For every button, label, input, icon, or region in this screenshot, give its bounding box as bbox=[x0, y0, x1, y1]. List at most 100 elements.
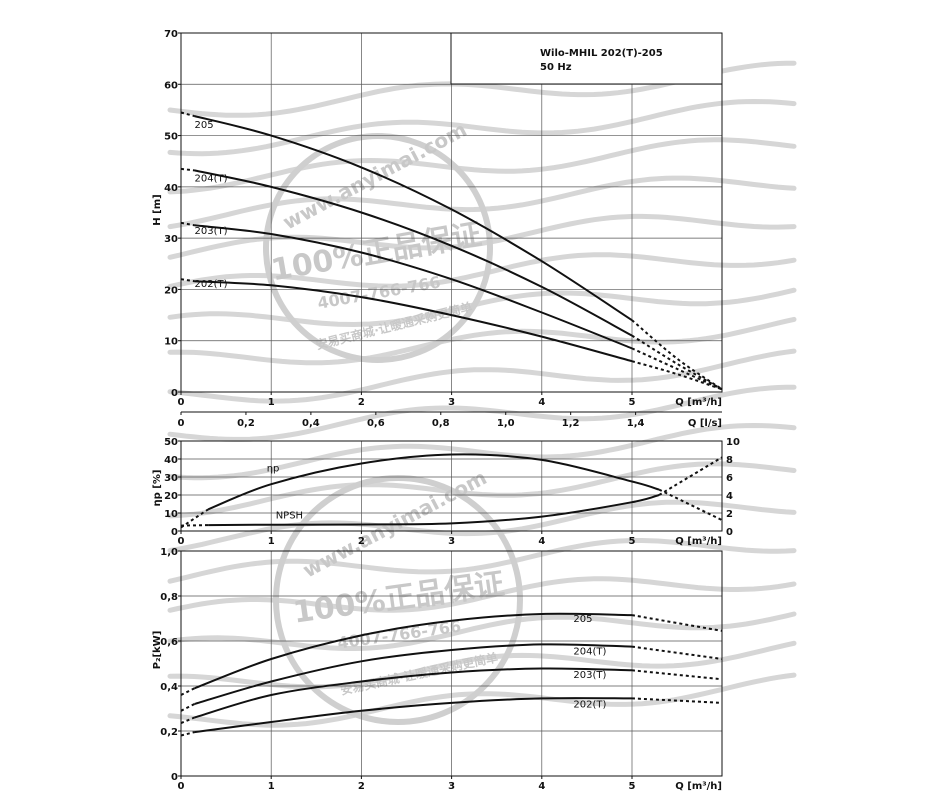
efficiency-xtick-label: 3 bbox=[448, 536, 455, 547]
power-xtick-label: 2 bbox=[358, 781, 365, 792]
head-series-202t-start-dashed bbox=[180, 278, 195, 283]
head-series-203t-label: 203(T) bbox=[195, 226, 228, 237]
power-series-205: 205 bbox=[180, 612, 723, 696]
efficiency-y2tick-label: 8 bbox=[726, 455, 733, 466]
power-series-204t-end-dashed bbox=[631, 645, 723, 660]
efficiency-npsh-chart: 0 1 2 3 4 5 Q [m³/h] 0 10 20 30 40 50 ηp [%] 0 2 4 6 8 10 ηp… bbox=[152, 437, 740, 547]
head-x2label: Q [l/s] bbox=[688, 418, 722, 429]
head-series-203t-start-dashed bbox=[180, 221, 195, 227]
head-ytick-label: 60 bbox=[164, 80, 178, 91]
watermark-wave bbox=[167, 252, 797, 289]
head-ylabel: H [m] bbox=[152, 194, 163, 225]
power-xtick-label: 3 bbox=[448, 781, 455, 792]
power-series-202t: 202(T) bbox=[180, 697, 723, 737]
power-series-204t-line bbox=[194, 643, 633, 705]
efficiency-series-npsh-line bbox=[208, 494, 660, 527]
power-xlabel: Q [m³/h] bbox=[675, 781, 722, 792]
efficiency-ytick-label: 0 bbox=[171, 527, 178, 538]
power-ytick-label: 0,6 bbox=[160, 637, 178, 648]
efficiency-series-npsh-end-dashed bbox=[658, 456, 723, 496]
watermark-wave bbox=[167, 384, 797, 442]
watermark-wave bbox=[167, 348, 797, 404]
head-series-204t: 204(T) bbox=[180, 167, 723, 391]
efficiency-xlabel: Q [m³/h] bbox=[675, 536, 722, 547]
power-ylabel: P₂[kW] bbox=[152, 631, 163, 670]
head-series-204t-start-dashed bbox=[180, 167, 195, 172]
efficiency-series-npsh-start-dashed bbox=[180, 524, 209, 527]
watermark: www.anyimai.com 100%正品保证 4007-766-766 安易… bbox=[167, 60, 797, 728]
head-xtick-label: 2 bbox=[358, 397, 365, 408]
watermark-wave bbox=[167, 611, 797, 651]
head-series-205-line bbox=[194, 115, 633, 322]
efficiency-ytick-label: 10 bbox=[164, 509, 178, 520]
head-x2tick-label: 0,6 bbox=[367, 418, 385, 429]
efficiency-xtick-label: 4 bbox=[538, 536, 545, 547]
head-series-203t-line bbox=[194, 224, 633, 350]
watermark-wave bbox=[167, 316, 797, 366]
watermark-wave bbox=[167, 672, 797, 728]
head-xtick-label: 5 bbox=[629, 397, 636, 408]
head-ytick-label: 30 bbox=[164, 234, 178, 245]
head-xtick-label: 0 bbox=[178, 397, 185, 408]
watermark-waves bbox=[167, 60, 797, 728]
head-series-205-start-dashed bbox=[180, 111, 195, 118]
head-xlabel: Q [m³/h] bbox=[675, 397, 722, 408]
head-xtick-label: 4 bbox=[538, 397, 545, 408]
power-grid bbox=[181, 551, 722, 776]
head-ytick-label: 70 bbox=[164, 29, 178, 40]
efficiency-series-p: ηp bbox=[180, 453, 723, 529]
efficiency-y2tick-label: 6 bbox=[726, 473, 733, 484]
head-ytick-label: 20 bbox=[164, 285, 178, 296]
watermark-wave bbox=[167, 422, 797, 481]
head-x2tick-label: 0,8 bbox=[432, 418, 450, 429]
head-series-205: 205 bbox=[180, 111, 723, 391]
head-series-203t-end-dashed bbox=[631, 347, 723, 391]
head-series-202t: 202(T) bbox=[180, 278, 723, 391]
power-series-205-line bbox=[194, 612, 633, 690]
power-series-202t-start-dashed bbox=[180, 731, 195, 737]
watermark-wave bbox=[167, 499, 797, 553]
watermark-wave bbox=[167, 640, 797, 690]
efficiency-y2tick-label: 0 bbox=[726, 527, 733, 538]
efficiency-series-npsh-label: NPSH bbox=[276, 510, 303, 521]
efficiency-grid bbox=[181, 441, 722, 531]
head-ytick-label: 10 bbox=[164, 337, 178, 348]
head-x2tick-label: 0,4 bbox=[302, 418, 320, 429]
head-x2tick-label: 0,2 bbox=[237, 418, 255, 429]
efficiency-y2tick-label: 10 bbox=[726, 437, 740, 448]
efficiency-ytick-label: 50 bbox=[164, 437, 178, 448]
watermark-wave bbox=[167, 538, 797, 584]
power-series-203t-end-dashed bbox=[631, 669, 723, 681]
head-series-205-end-dashed bbox=[631, 319, 723, 391]
power-series-204t-label: 204(T) bbox=[573, 647, 606, 658]
head-series-205-label: 205 bbox=[195, 120, 214, 131]
power-series-202t-label: 202(T) bbox=[573, 699, 606, 710]
power-series-204t: 204(T) bbox=[180, 643, 723, 712]
efficiency-ytick-label: 20 bbox=[164, 491, 178, 502]
power-xtick-label: 0 bbox=[178, 781, 185, 792]
efficiency-ytick-label: 40 bbox=[164, 455, 178, 466]
head-series-202t-label: 202(T) bbox=[195, 279, 228, 290]
efficiency-series-p-label: ηp bbox=[267, 464, 280, 475]
watermark-wave bbox=[167, 461, 797, 519]
head-xtick-label: 1 bbox=[268, 397, 275, 408]
efficiency-xtick-label: 2 bbox=[358, 536, 365, 547]
power-ytick-label: 1,0 bbox=[160, 547, 178, 558]
power-series-203t-line bbox=[194, 667, 633, 719]
head-title: Wilo-MHIL 202(T)-205 bbox=[540, 48, 663, 59]
head-series-202t-line bbox=[194, 280, 633, 363]
power-series-202t-end-dashed bbox=[631, 697, 723, 704]
power-series-205-start-dashed bbox=[180, 687, 195, 696]
watermark-wave bbox=[167, 287, 797, 328]
efficiency-xtick-label: 5 bbox=[629, 536, 636, 547]
power-xtick-label: 4 bbox=[538, 781, 545, 792]
head-series-203t: 203(T) bbox=[180, 221, 723, 391]
power-series-203t-start-dashed bbox=[180, 716, 195, 725]
power-series-203t-label: 203(T) bbox=[573, 670, 606, 681]
power-series-205-end-dashed bbox=[631, 614, 723, 632]
power-ytick-label: 0,4 bbox=[160, 682, 178, 693]
efficiency-y2tick-label: 2 bbox=[726, 509, 733, 520]
power-xtick-label: 1 bbox=[268, 781, 275, 792]
efficiency-series-npsh: NPSH bbox=[180, 456, 723, 527]
